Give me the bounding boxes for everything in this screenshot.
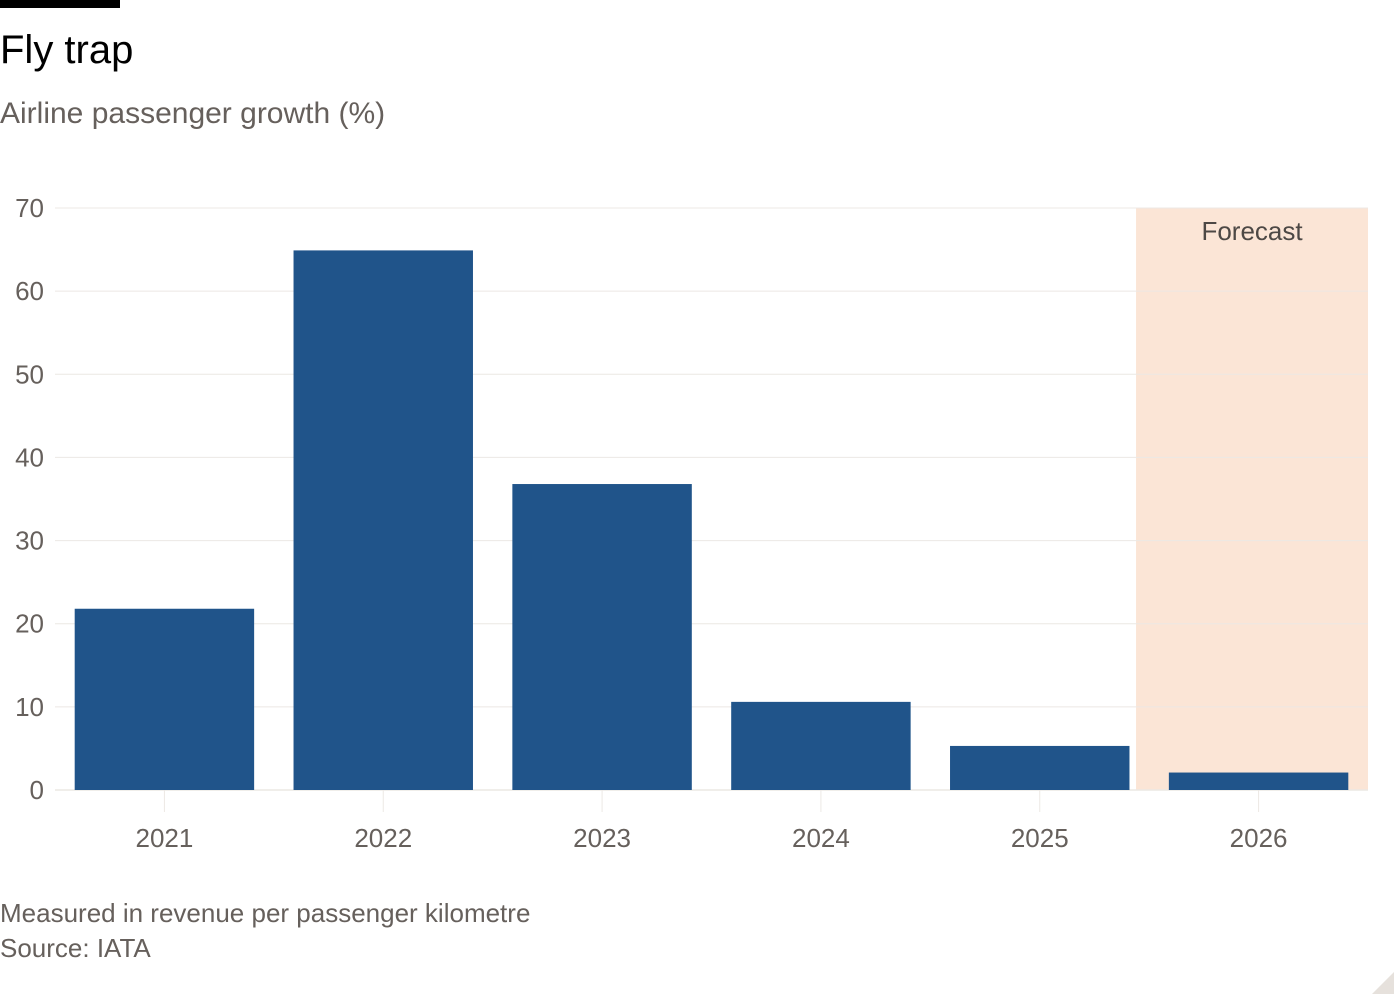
- bar: [731, 701, 911, 790]
- bar: [293, 250, 473, 791]
- y-tick-label: 30: [15, 526, 44, 556]
- bar-chart: Forecast 0 10 20 30 40 50 60 70 2021 2022 2023 2024 2…: [15, 193, 1368, 853]
- bar-layer: [74, 250, 1349, 791]
- y-tick-label: 0: [30, 775, 44, 805]
- corner-resize-icon: [1372, 972, 1394, 994]
- chart-subtitle: Airline passenger growth (%): [0, 97, 386, 130]
- x-tick-label: 2025: [1011, 823, 1069, 853]
- bar: [512, 484, 692, 790]
- y-tick-label: 20: [15, 609, 44, 639]
- chart-note: Measured in revenue per passenger kilome…: [0, 898, 531, 928]
- x-tick-label: 2021: [135, 823, 193, 853]
- label-layer: Forecast 0 10 20 30 40 50 60 70 2021 2022 2023 2024 2…: [15, 193, 1303, 853]
- forecast-label: Forecast: [1201, 216, 1303, 246]
- chart-source: Source: IATA: [0, 933, 151, 963]
- x-tick-label: 2026: [1230, 823, 1288, 853]
- x-tick-label: 2024: [792, 823, 850, 853]
- y-tick-label: 60: [15, 276, 44, 306]
- y-tick-label: 10: [15, 692, 44, 722]
- grid-layer: [55, 207, 1368, 812]
- forecast-shade: [1136, 208, 1368, 790]
- chart-title: Fly trap: [0, 28, 134, 72]
- y-tick-label: 50: [15, 359, 44, 389]
- bar: [1168, 772, 1349, 790]
- bar: [950, 745, 1130, 790]
- forecast-layer: [1136, 208, 1368, 790]
- brand-bar: [0, 0, 120, 8]
- x-tick-label: 2022: [354, 823, 412, 853]
- y-tick-label: 70: [15, 193, 44, 223]
- bar: [74, 608, 255, 790]
- y-tick-label: 40: [15, 442, 44, 472]
- x-tick-label: 2023: [573, 823, 631, 853]
